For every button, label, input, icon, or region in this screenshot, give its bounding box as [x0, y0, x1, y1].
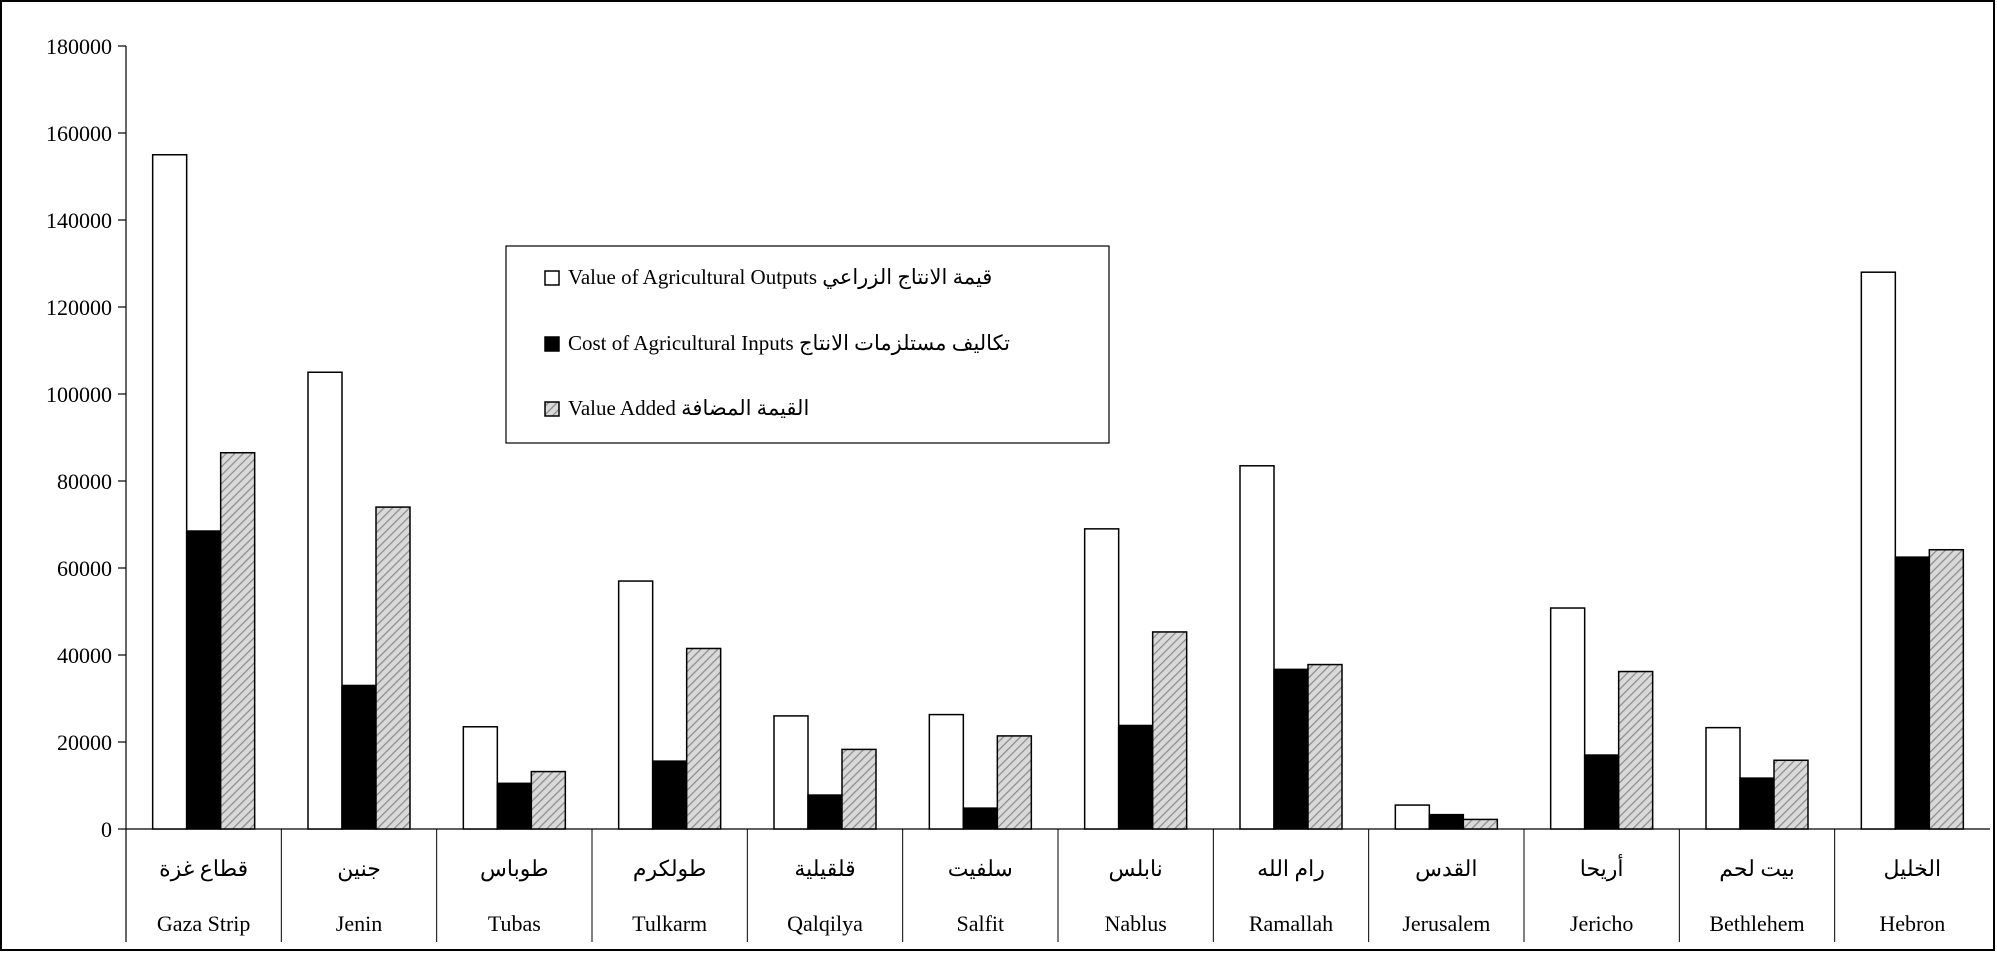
bar-outputs [1239, 465, 1275, 830]
bar-inputs [185, 530, 222, 830]
category-label-ar: القدس [1415, 856, 1477, 882]
y-tick-label: 140000 [46, 208, 112, 233]
y-tick-label: 160000 [46, 121, 112, 146]
category-label-ar: بيت لحم [1719, 856, 1794, 882]
bar-outputs [151, 154, 188, 830]
category-label-en: Tubas [488, 911, 541, 936]
legend-swatch-outputs [544, 270, 560, 286]
bar-inputs [1117, 724, 1154, 830]
legend-box [505, 245, 1110, 444]
bar-outputs [773, 715, 809, 830]
bar-inputs [341, 684, 377, 830]
y-tick-label: 40000 [57, 643, 112, 668]
y-tick-label: 60000 [57, 556, 112, 581]
y-tick-label: 120000 [46, 295, 112, 320]
bar-value-added [1151, 631, 1188, 830]
category-label-ar: الخليل [1884, 856, 1942, 881]
legend-label-outputs: Value of Agricultural Outputs قيمة الانت… [568, 265, 992, 290]
bar-value-added [530, 770, 567, 830]
bar-outputs [1549, 607, 1586, 830]
bar-outputs [1860, 271, 1897, 830]
category-label-en: Jericho [1570, 911, 1634, 936]
axes [118, 45, 1990, 942]
bar-inputs [496, 782, 533, 830]
category-label-ar: رام الله [1257, 856, 1325, 882]
legend-swatch-value-added [544, 401, 560, 417]
bar-inputs [1583, 754, 1620, 830]
category-label-ar: قطاع غزة [159, 856, 248, 882]
bar-inputs [1428, 813, 1465, 830]
y-tick-label: 100000 [46, 382, 112, 407]
bar-outputs [1083, 528, 1120, 830]
legend-swatch-inputs [544, 336, 560, 352]
bar-value-added [1307, 663, 1343, 830]
y-tick-label: 20000 [57, 730, 112, 755]
y-tick-label: 0 [101, 817, 112, 842]
category-label-en: Nablus [1105, 911, 1167, 936]
bar-outputs [1394, 804, 1431, 830]
bar-value-added [1773, 759, 1809, 830]
category-label-en: Jenin [336, 911, 382, 936]
bar-inputs [962, 807, 999, 830]
legend-label-value-added: Value Added القيمة المضافة [568, 396, 809, 420]
bar-outputs [617, 580, 654, 830]
category-label-en: Hebron [1879, 911, 1945, 936]
bar-inputs [651, 760, 688, 830]
category-label-en: Gaza Strip [157, 911, 250, 936]
y-tick-label: 180000 [46, 34, 112, 59]
category-label-en: Ramallah [1249, 911, 1333, 936]
bars [151, 154, 1965, 830]
bar-value-added [996, 735, 1033, 830]
bar-value-added [685, 647, 722, 830]
legend-label-inputs: Cost of Agricultural Inputs تكاليف مستلز… [568, 331, 1010, 356]
category-label-en: Jerusalem [1402, 911, 1490, 936]
bar-value-added [1462, 818, 1499, 830]
bar-outputs [1705, 726, 1741, 830]
bar-outputs [928, 713, 965, 830]
category-label-ar: جنين [337, 856, 381, 882]
bar-inputs [1894, 556, 1931, 830]
category-label-en: Bethlehem [1709, 911, 1804, 936]
bar-value-added [375, 506, 411, 830]
legend: Value of Agricultural Outputs قيمة الانت… [505, 245, 1110, 444]
bar-outputs [307, 371, 343, 830]
y-tick-label: 80000 [57, 469, 112, 494]
bar-inputs [1273, 668, 1309, 830]
category-label-en: Salfit [956, 911, 1004, 936]
bar-value-added [841, 748, 877, 830]
category-label-ar: قلقيلية [794, 856, 855, 881]
category-labels: قطاع غزة Gaza Strip جنين Jenin طوباس Tubas طول… [157, 853, 1945, 936]
y-tick-labels: 0 20000 40000 60000 80000 100000 120000 140000 1… [46, 34, 112, 842]
bar-inputs [1739, 777, 1775, 830]
bar-inputs [807, 794, 843, 830]
category-label-ar: طوباس [480, 856, 549, 882]
category-label-ar: طولكرم [633, 856, 707, 882]
category-label-en: Tulkarm [632, 911, 707, 936]
bar-value-added [1928, 548, 1965, 830]
bar-outputs [462, 726, 499, 830]
category-label-ar: نابلس [1109, 856, 1163, 882]
category-label-ar: سلفيت [948, 856, 1013, 881]
bar-value-added [1617, 670, 1654, 830]
bar-value-added [219, 451, 256, 830]
category-label-ar: أريحا [1580, 853, 1624, 882]
category-label-en: Qalqilya [787, 911, 863, 936]
